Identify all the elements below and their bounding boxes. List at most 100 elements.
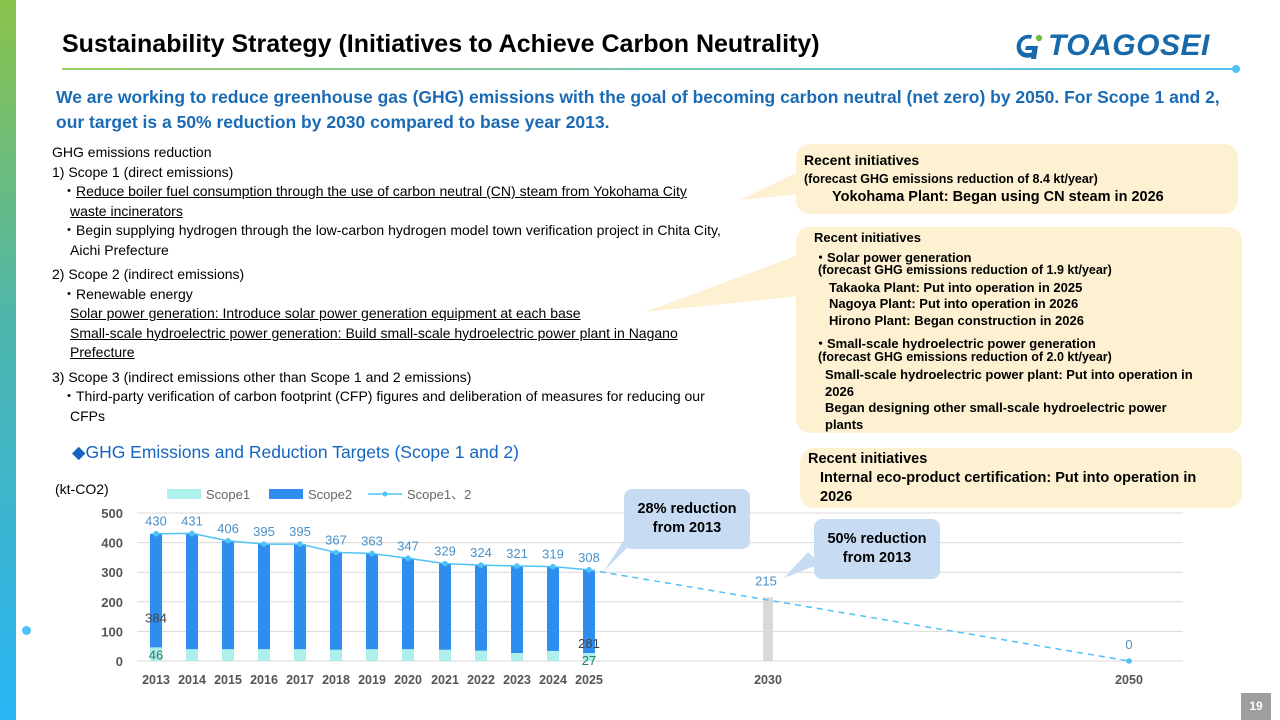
scope2-bar: [583, 569, 595, 654]
scope1-bar: [475, 650, 487, 661]
scope1-bar: [511, 653, 523, 661]
scope1-bar: [294, 649, 306, 661]
total-marker: [442, 560, 448, 567]
reduction-bubble-2025: 28% reduction from 2013: [624, 489, 750, 549]
callout-solar-forecast: (forecast GHG emissions reduction of 1.9…: [818, 263, 1112, 277]
scope2-bar: [186, 533, 198, 650]
scope1-bar: [402, 649, 414, 661]
scope2-solar: Solar power generation: Introduce solar …: [70, 305, 581, 321]
x-tick-label: 2018: [322, 673, 350, 687]
total-marker: [153, 530, 159, 537]
y-tick-label: 100: [101, 624, 123, 639]
scope2-bar: [547, 566, 559, 651]
scope2-bar: [402, 558, 414, 650]
total-marker: [261, 541, 267, 547]
scope1-bar: [439, 649, 451, 661]
y-tick-label: 500: [101, 506, 123, 521]
x-tick-label: 2016: [250, 673, 278, 687]
legend-swatch: [167, 489, 201, 499]
total-data-label: 347: [397, 538, 419, 553]
y-tick-label: 400: [101, 536, 123, 551]
scope2-title: 2) Scope 2 (indirect emissions): [52, 266, 245, 282]
legend-label: Scope1: [206, 487, 250, 502]
x-tick-label: 2015: [214, 673, 242, 687]
scope1-title: 1) Scope 1 (direct emissions): [52, 163, 234, 180]
x-tick-label: 2014: [178, 673, 206, 687]
total-data-label: 0: [1125, 637, 1132, 652]
company-logo: TOAGOSEI: [1012, 26, 1210, 66]
total-data-label: 319: [542, 547, 564, 562]
chart-section-title: ◆GHG Emissions and Reduction Targets (Sc…: [72, 442, 519, 462]
callout-2-tail: [645, 254, 801, 312]
total-marker: [478, 562, 484, 568]
scope2-bar: [150, 533, 162, 648]
scope1-item-1: ・Reduce boiler fuel consumption through …: [52, 182, 752, 202]
scope2-data-label: 281: [578, 636, 600, 651]
y-tick-label: 200: [101, 595, 123, 610]
callout-title: Recent initiatives: [814, 230, 921, 245]
bubble-line: from 2013: [842, 550, 912, 566]
scope2-bar: [222, 540, 234, 650]
scope3-item: ・Third-party verification of carbon foot…: [62, 388, 705, 404]
scope2-bar: [439, 563, 451, 650]
callout-line: Yokohama Plant: Began using CN steam in …: [832, 189, 1164, 205]
total-marker: [405, 555, 411, 562]
scope2-hydro: Small-scale hydroelectric power generati…: [70, 324, 678, 341]
callout-1-tail: [740, 170, 802, 200]
total-marker: [369, 550, 375, 557]
x-tick-label: 2025: [575, 673, 603, 687]
page-number: 19: [1241, 693, 1271, 720]
scope1-item-1-text: Reduce boiler fuel consumption through t…: [76, 183, 687, 199]
scope2-bar: [330, 552, 342, 650]
callout-line-cont: 2026: [820, 489, 853, 505]
legend-label: Scope1、2: [407, 487, 471, 502]
callout-solar-item: Takaoka Plant: Put into operation in 202…: [829, 280, 1083, 295]
scope2-bar: [258, 544, 270, 650]
list-heading: GHG emissions reduction: [52, 144, 212, 160]
logo-text: TOAGOSEI: [1048, 29, 1210, 62]
total-data-label: 430: [145, 514, 167, 529]
scope1-bar: [222, 649, 234, 661]
total-data-label: 395: [253, 524, 275, 539]
callout-hydro-heading: ・Small-scale hydroelectric power generat…: [814, 336, 1096, 351]
scope2-bar: [475, 565, 487, 651]
callout-hydro-item: Small-scale hydroelectric power plant: P…: [825, 367, 1193, 382]
chart-unit-label: (kt-CO2): [55, 481, 109, 497]
total-data-label: 367: [325, 532, 347, 547]
x-tick-label: 2020: [394, 673, 422, 687]
initiatives-list: GHG emissions reduction 1) Scope 1 (dire…: [52, 143, 752, 426]
scope3-item-cont: CFPs: [70, 407, 105, 424]
callout-yokohama: Recent initiatives (forecast GHG emissio…: [796, 144, 1238, 214]
scope1-item-1-cont: waste incinerators: [70, 202, 183, 219]
target-bar-2030: [763, 597, 773, 661]
scope1-item-2-cont: Aichi Prefecture: [70, 241, 169, 258]
reduction-bubble-2030: 50% reduction from 2013: [814, 519, 940, 579]
logo-mark-icon: [1016, 34, 1043, 59]
total-data-label: 406: [217, 521, 239, 536]
scope1-bar: [186, 649, 198, 661]
callout-line: Internal eco-product certification: Put …: [820, 470, 1197, 486]
scope1-data-label: 27: [582, 653, 596, 668]
total-marker: [586, 567, 592, 573]
scope2-bar: [511, 565, 523, 654]
scope1-data-label: 46: [149, 647, 163, 662]
total-data-label: 215: [755, 573, 777, 588]
scope2-bar: [294, 544, 306, 650]
scope2-hydro-cont: Prefecture: [70, 344, 135, 360]
total-data-label: 308: [578, 550, 600, 565]
scope2-data-label: 384: [145, 611, 167, 626]
x-tick-label: 2023: [503, 673, 531, 687]
callout-solar-item: Hirono Plant: Began construction in 2026: [829, 313, 1084, 328]
callout-solar-heading: ・Solar power generation: [814, 250, 972, 265]
title-underline: [62, 68, 1234, 70]
callout-forecast: (forecast GHG emissions reduction of 8.4…: [804, 172, 1098, 186]
x-tick-label: 2019: [358, 673, 386, 687]
legend-swatch: [269, 489, 303, 499]
callout-renewables: Recent initiatives ・Solar power generati…: [796, 227, 1242, 433]
scope1-bar: [547, 650, 559, 661]
scope2-subtitle: ・Renewable energy: [62, 285, 193, 302]
callout-title: Recent initiatives: [808, 451, 928, 467]
total-marker: [297, 541, 303, 547]
side-accent-bar: [0, 0, 16, 720]
callout-hydro-item-cont: plants: [825, 417, 864, 432]
